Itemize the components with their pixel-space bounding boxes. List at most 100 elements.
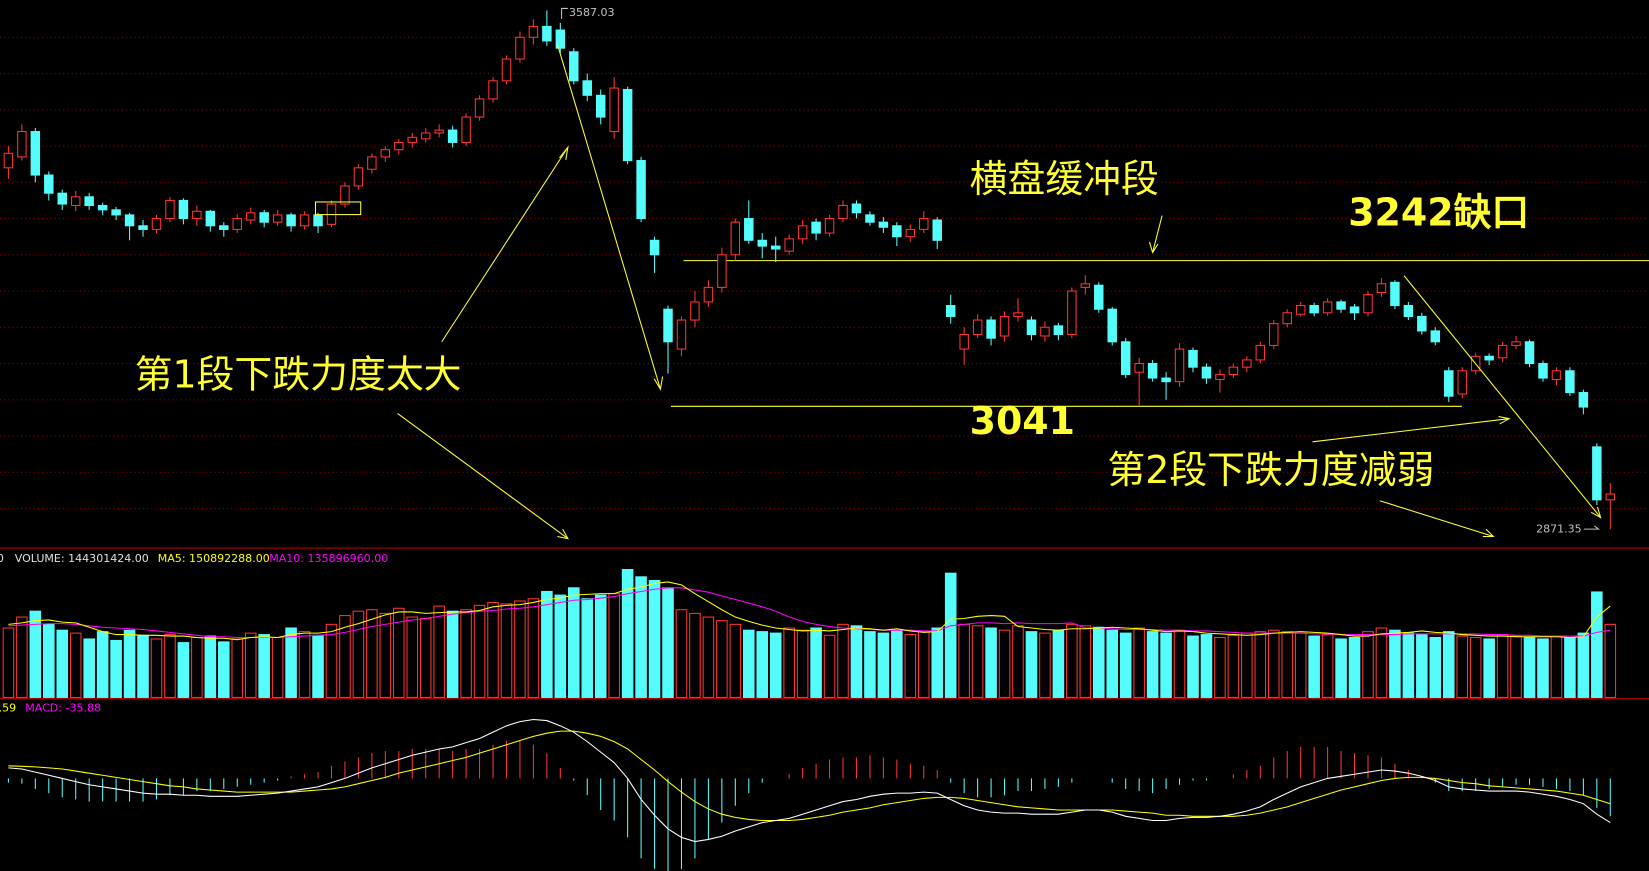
candle-body — [770, 245, 781, 250]
volume-bar — [1375, 627, 1388, 698]
candle-body — [1336, 301, 1346, 310]
arrow-head — [559, 145, 569, 160]
candle-body — [205, 210, 216, 227]
volume-bar — [366, 609, 378, 698]
candles — [3, 10, 1616, 530]
candle-body — [1067, 290, 1077, 336]
ma5-line — [8, 581, 1611, 641]
candle-body — [797, 225, 808, 240]
volume-bar — [204, 635, 217, 698]
candle-body — [1538, 363, 1548, 379]
volume-bar — [1106, 629, 1119, 698]
volume-bar — [218, 641, 230, 698]
candle-body — [1376, 283, 1387, 294]
level-label: 3041 — [970, 399, 1075, 443]
candle-body — [1605, 493, 1616, 501]
volume-bar — [1362, 631, 1374, 698]
candle-body — [219, 225, 229, 230]
volume-bar — [998, 629, 1011, 698]
volume-bar — [1456, 635, 1469, 698]
volume-bar — [150, 638, 163, 698]
candle-body — [447, 129, 458, 143]
candle-body — [703, 286, 714, 303]
candle-body — [1174, 348, 1185, 383]
volume-bar — [244, 632, 257, 698]
volume-bar — [69, 632, 82, 698]
volume-bar — [473, 604, 486, 698]
candle-body — [945, 305, 956, 317]
level-label: 3242缺口 — [1348, 190, 1529, 234]
candle-body — [124, 214, 135, 227]
dif-line — [8, 718, 1611, 843]
volume-bar — [837, 623, 849, 698]
annotation: 第1段下跌力度太大 — [135, 352, 462, 396]
volume-bar — [742, 629, 755, 698]
grid — [0, 36, 1649, 510]
volume-bar — [810, 627, 822, 698]
arrow-head — [1590, 506, 1602, 519]
volume-bar — [554, 594, 567, 698]
candle-body — [1147, 363, 1158, 379]
candle-body — [1094, 284, 1104, 310]
candle-body — [932, 219, 942, 241]
volume-bar — [379, 612, 392, 698]
volume-bar — [1348, 636, 1361, 698]
candle-body — [582, 80, 592, 96]
candle-body — [555, 29, 566, 49]
volume-bar — [56, 629, 69, 698]
volume-bar — [123, 629, 136, 698]
volume-bar — [662, 587, 674, 698]
candle-body — [1551, 370, 1562, 381]
volume-bar — [917, 631, 930, 698]
volume-bar — [298, 631, 311, 698]
arrow — [1152, 215, 1163, 253]
volume-bar — [96, 631, 109, 698]
volume-bar — [285, 627, 297, 698]
volume-bar — [1402, 632, 1415, 698]
volume-bar — [1052, 629, 1065, 698]
volume-bar — [594, 594, 607, 698]
candle-body — [1565, 370, 1575, 394]
volume-bar — [1483, 638, 1495, 698]
candle-body — [272, 214, 283, 223]
volume-bar — [568, 587, 580, 698]
volume-bar — [1537, 638, 1549, 698]
candle-body — [17, 131, 27, 158]
candle-body — [1053, 325, 1064, 336]
candle-body — [649, 239, 660, 256]
volume-bar — [352, 610, 365, 698]
volume-bar — [1294, 632, 1307, 698]
candle-body — [1524, 341, 1535, 365]
candle-body — [1120, 341, 1131, 375]
volume-bar — [541, 590, 553, 698]
volume-bar — [1469, 636, 1482, 698]
candle-body — [1026, 319, 1037, 336]
candle-body — [1511, 341, 1521, 346]
volume-bar — [460, 609, 472, 698]
volume-bar — [1241, 632, 1253, 698]
candle-body — [1363, 294, 1373, 314]
candle-body — [824, 218, 835, 234]
candle-body — [905, 228, 916, 238]
volume-bar — [1267, 629, 1280, 698]
candle-body — [569, 51, 579, 82]
candle-body — [501, 58, 512, 82]
candle-body — [70, 196, 81, 207]
volume-bar — [1200, 634, 1213, 698]
dea-line — [8, 730, 1611, 822]
volume-bar — [796, 629, 809, 698]
volume-bar — [1025, 631, 1038, 698]
candle-body — [1013, 312, 1023, 317]
volume-bar — [487, 601, 499, 698]
candle-body — [1349, 306, 1360, 314]
candle-body — [178, 199, 189, 220]
candle-body — [1403, 305, 1414, 317]
candle-body — [1484, 355, 1494, 361]
volume-bar — [877, 632, 890, 698]
volume-bar — [83, 638, 95, 698]
volume-bar — [191, 636, 203, 698]
candle-body — [299, 214, 310, 227]
volume-bar — [1160, 632, 1172, 698]
volume-bar — [1510, 635, 1522, 698]
volume-bar — [1442, 631, 1455, 698]
